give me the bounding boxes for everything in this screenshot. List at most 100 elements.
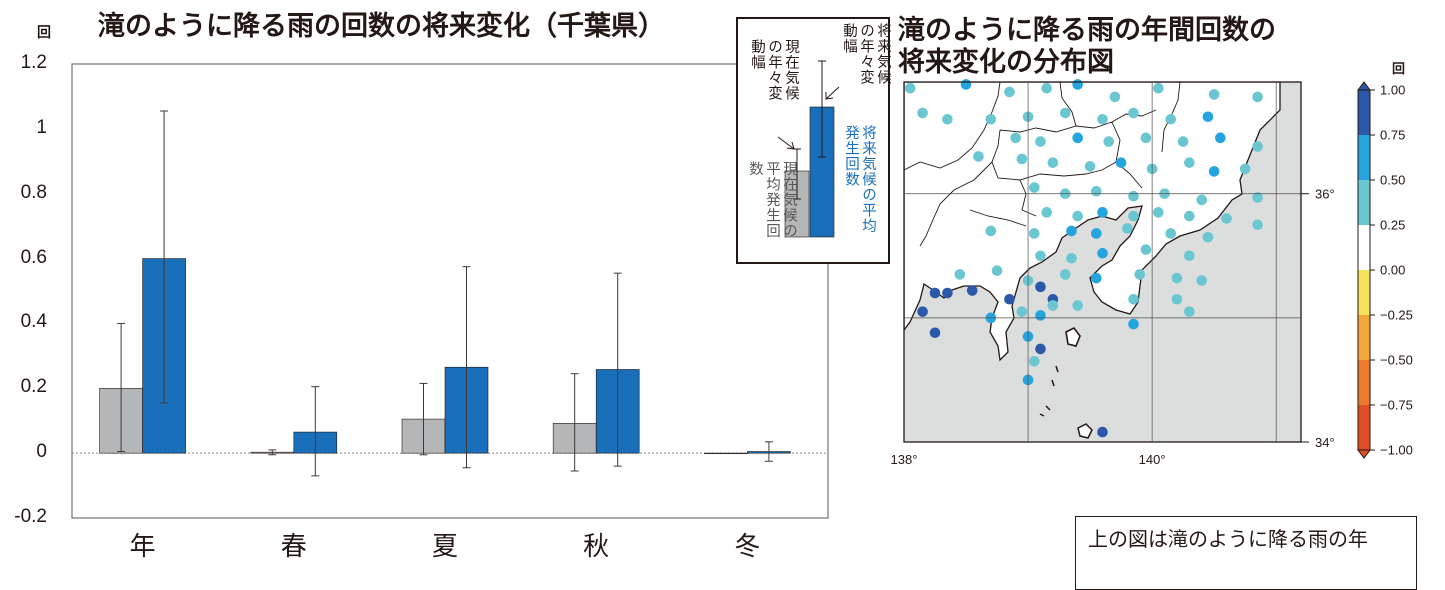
- map-point: [1184, 210, 1195, 222]
- colorbar: 1.00 0.75 0.50 0.25 0.00 −0.25 −0.50 −0.75 −1.00: [1357, 81, 1413, 459]
- map-point: [985, 113, 997, 125]
- y-tick-label: 1.2: [20, 52, 47, 73]
- colorbar-top-arrow: [1357, 81, 1371, 91]
- x-category-label: 夏: [431, 532, 458, 562]
- colorbar-unit-label: 回: [1392, 62, 1406, 77]
- map-point: [1004, 86, 1015, 98]
- map-island-2: [1077, 423, 1093, 439]
- map-point: [1208, 166, 1220, 177]
- colorbar-label: −1.00: [1380, 443, 1413, 458]
- map-point: [1140, 244, 1152, 255]
- map-point: [954, 269, 966, 280]
- map-point: [1128, 190, 1139, 202]
- plot-frame: [71, 63, 829, 519]
- map-point: [1047, 157, 1059, 168]
- map-point: [1028, 228, 1040, 239]
- colorbar-label: 0.50: [1380, 173, 1405, 188]
- map-point: [1208, 89, 1220, 100]
- map-point: [917, 107, 928, 119]
- map-point: [1215, 132, 1226, 144]
- map-point: [1041, 82, 1052, 94]
- map-point: [1035, 343, 1046, 355]
- map-point: [1196, 194, 1208, 206]
- map-point: [1097, 113, 1108, 125]
- map-izu-oshima: [1065, 326, 1081, 347]
- note-box: 上の図は滝のように降る雨の年: [1075, 516, 1417, 590]
- map-point: [917, 306, 928, 317]
- inset-present-range-label: 現在気候の年々変動幅: [749, 39, 799, 101]
- map-point: [1128, 318, 1139, 330]
- map-point: [1072, 300, 1083, 311]
- map-point: [973, 151, 984, 162]
- colorbar-label: −0.75: [1380, 398, 1413, 413]
- x-tick-label: 138°: [891, 452, 918, 467]
- map-point: [1171, 293, 1183, 305]
- map-point: [1171, 272, 1183, 284]
- inset-future-mean-label: 将来気候の平均発生回数: [843, 125, 876, 234]
- map-point: [1103, 136, 1115, 147]
- colorbar-segment: [1358, 225, 1370, 270]
- map-point: [1153, 82, 1164, 94]
- colorbar-segment: [1358, 270, 1370, 315]
- map-point: [942, 113, 953, 125]
- map-point: [1109, 91, 1121, 103]
- map-point: [1177, 136, 1189, 147]
- y-tick-label: 0.6: [20, 246, 47, 268]
- map-point: [1252, 141, 1263, 152]
- left-unit-label: 回: [37, 25, 51, 41]
- map-point: [1184, 157, 1195, 168]
- map-point: [1252, 219, 1263, 231]
- inset-arrow-present: [777, 136, 795, 150]
- inset-present-mean-label: 現在気候の平均発生回数: [747, 161, 797, 239]
- map-point: [1010, 132, 1021, 144]
- map-point: [1221, 213, 1232, 224]
- map-point: [1016, 306, 1028, 317]
- map-point: [1035, 250, 1046, 262]
- map-point: [1153, 207, 1164, 218]
- colorbar-segment: [1358, 90, 1370, 135]
- map-point: [1165, 228, 1177, 239]
- map-point: [1115, 157, 1127, 168]
- map-point: [1140, 132, 1152, 144]
- map-point: [942, 287, 953, 299]
- colorbar-label: −0.50: [1380, 353, 1413, 368]
- colorbar-label: 0.25: [1380, 218, 1405, 233]
- inset-legend: 現在気候の年々変動幅 将来気候の年々変動幅 現在気候の平均発生回数 将来気候の平…: [736, 17, 891, 264]
- map-point: [1122, 223, 1133, 234]
- map-point: [1028, 182, 1040, 193]
- map-point: [1239, 163, 1251, 175]
- y-tick-label: 0.8: [20, 181, 47, 203]
- map-point: [1072, 132, 1083, 144]
- left-chart-title: 滝のように降る雨の回数の将来変化（千葉県）: [98, 11, 665, 42]
- map-point: [1097, 426, 1108, 438]
- colorbar-label: 0.75: [1380, 128, 1405, 143]
- map-point: [1097, 207, 1108, 218]
- map-point: [1202, 231, 1214, 243]
- map-point: [1252, 91, 1263, 103]
- y-tick-label: 36°: [1315, 187, 1335, 202]
- map-title-line2: 将来変化の分布図: [898, 47, 1114, 78]
- x-tick-label: 140°: [1139, 452, 1166, 467]
- map-point: [1047, 300, 1059, 311]
- map-point: [904, 82, 916, 94]
- colorbar-segment: [1358, 180, 1370, 225]
- x-category-label: 春: [280, 532, 307, 562]
- map-axis-labels: 138° 140° 36° 34°: [891, 187, 1335, 467]
- colorbar-segment: [1358, 360, 1370, 405]
- map-point: [1097, 248, 1108, 259]
- inset-arrow-future: [825, 86, 840, 100]
- map-point: [1072, 210, 1083, 222]
- inset-legend-graphic: [777, 60, 840, 238]
- inset-future-range-label: 将来気候の年々変動幅: [841, 23, 891, 85]
- map-point: [960, 79, 972, 90]
- map-point: [1016, 153, 1028, 165]
- map-point: [1066, 252, 1077, 264]
- map-point: [1134, 269, 1146, 280]
- map-point: [1165, 113, 1177, 125]
- bar-chart: [71, 63, 829, 519]
- map-point: [985, 225, 997, 237]
- colorbar-label: −0.25: [1380, 308, 1413, 323]
- map-point: [1035, 136, 1046, 147]
- y-tick-label: 0: [36, 441, 47, 463]
- map-graticule: [904, 82, 1301, 442]
